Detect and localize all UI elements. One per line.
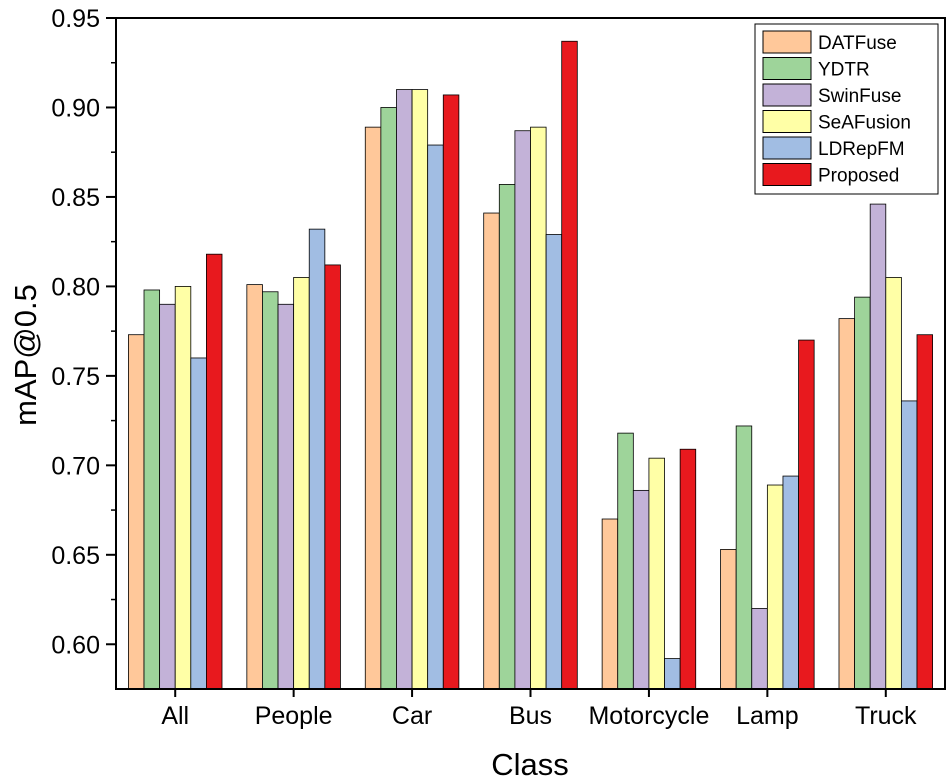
bar-seafusion-car	[411, 89, 429, 690]
y-tick-label: 0.65	[51, 542, 100, 570]
bar-ldrepfm-people	[308, 228, 326, 690]
bar-ldrepfm-all	[190, 357, 207, 690]
legend: DATFuse YDTR SwinFuse SeAFusion LDRepFM Propo…	[754, 23, 939, 195]
bar-seafusion-motorcycle	[648, 457, 665, 690]
legend-swatch-datfuse	[762, 30, 812, 54]
bar-datfuse-people	[246, 284, 263, 690]
y-tick-label: 0.95	[51, 5, 100, 33]
x-tick-label: Lamp	[736, 702, 799, 730]
x-tick-label: People	[255, 702, 333, 730]
x-tick-label: Truck	[855, 702, 917, 730]
bar-swinfuse-people	[277, 303, 295, 690]
x-tick-label: Car	[392, 702, 432, 730]
bar-ldrepfm-truck	[900, 400, 918, 690]
legend-label-swinfuse: SwinFuse	[818, 86, 901, 107]
bar-seafusion-truck	[885, 277, 902, 690]
bar-swinfuse-truck	[869, 203, 887, 690]
bar-datfuse-car	[364, 126, 382, 690]
bar-datfuse-motorcycle	[601, 518, 619, 690]
bar-proposed-truck	[916, 334, 933, 690]
legend-swatch-swinfuse	[762, 83, 812, 107]
y-tick-label: 0.90	[51, 94, 100, 122]
bar-ydtr-people	[262, 291, 279, 690]
x-axis-title: Class	[491, 747, 569, 782]
legend-label-datfuse: DATFuse	[818, 33, 897, 54]
bar-ydtr-car	[380, 107, 397, 690]
bar-ydtr-motorcycle	[617, 432, 634, 690]
bar-datfuse-bus	[483, 212, 500, 690]
y-tick-label: 0.85	[51, 184, 100, 212]
bar-ydtr-truck	[854, 296, 871, 690]
bar-datfuse-all	[128, 334, 145, 690]
bar-proposed-car	[442, 94, 460, 690]
legend-swatch-ldrepfm	[762, 136, 812, 160]
x-tick-label: Bus	[509, 702, 552, 730]
bar-datfuse-lamp	[720, 549, 737, 690]
bar-seafusion-bus	[530, 126, 547, 690]
x-axis: All People Car Bus Motorcycle Lamp Truck	[161, 689, 917, 730]
legend-swatch-proposed	[762, 163, 812, 186]
bar-ydtr-lamp	[735, 425, 753, 690]
bar-seafusion-lamp	[766, 484, 784, 690]
legend-label-seafusion: SeAFusion	[818, 113, 911, 134]
bar-swinfuse-bus	[514, 130, 531, 690]
bar-group	[128, 40, 933, 690]
bar-seafusion-people	[293, 277, 310, 690]
y-tick-label: 0.70	[51, 452, 100, 480]
bar-ldrepfm-lamp	[782, 475, 799, 690]
legend-label-ydtr: YDTR	[818, 60, 870, 81]
bar-ldrepfm-motorcycle	[664, 658, 681, 690]
legend-swatch-seafusion	[762, 110, 812, 133]
bar-ydtr-bus	[498, 184, 516, 690]
legend-label-ldrepfm: LDRepFM	[818, 139, 905, 160]
y-tick-label: 0.60	[51, 631, 100, 659]
bar-proposed-bus	[561, 40, 578, 690]
bar-ydtr-all	[143, 289, 161, 690]
x-tick-label: All	[161, 702, 189, 730]
legend-swatch-ydtr	[762, 57, 812, 80]
bar-proposed-people	[324, 264, 341, 690]
bar-datfuse-truck	[838, 318, 855, 690]
y-axis-title: mAP@0.5	[8, 284, 43, 426]
bar-swinfuse-motorcycle	[632, 489, 650, 690]
bar-swinfuse-all	[159, 303, 176, 690]
bar-proposed-motorcycle	[679, 448, 697, 690]
x-tick-label: Motorcycle	[588, 702, 709, 730]
bar-proposed-all	[206, 253, 223, 690]
bar-ldrepfm-car	[427, 144, 444, 690]
bar-ldrepfm-bus	[545, 234, 563, 690]
bar-swinfuse-car	[396, 89, 413, 690]
bar-seafusion-all	[174, 285, 192, 690]
bar-proposed-lamp	[798, 339, 815, 690]
y-tick-label: 0.75	[51, 363, 100, 391]
y-tick-label: 0.80	[51, 273, 100, 301]
bar-swinfuse-lamp	[751, 608, 768, 690]
legend-label-proposed: Proposed	[818, 166, 899, 187]
y-axis: 0.60 0.65 0.70 0.75 0.80 0.85 0.90 0.95	[51, 5, 116, 659]
